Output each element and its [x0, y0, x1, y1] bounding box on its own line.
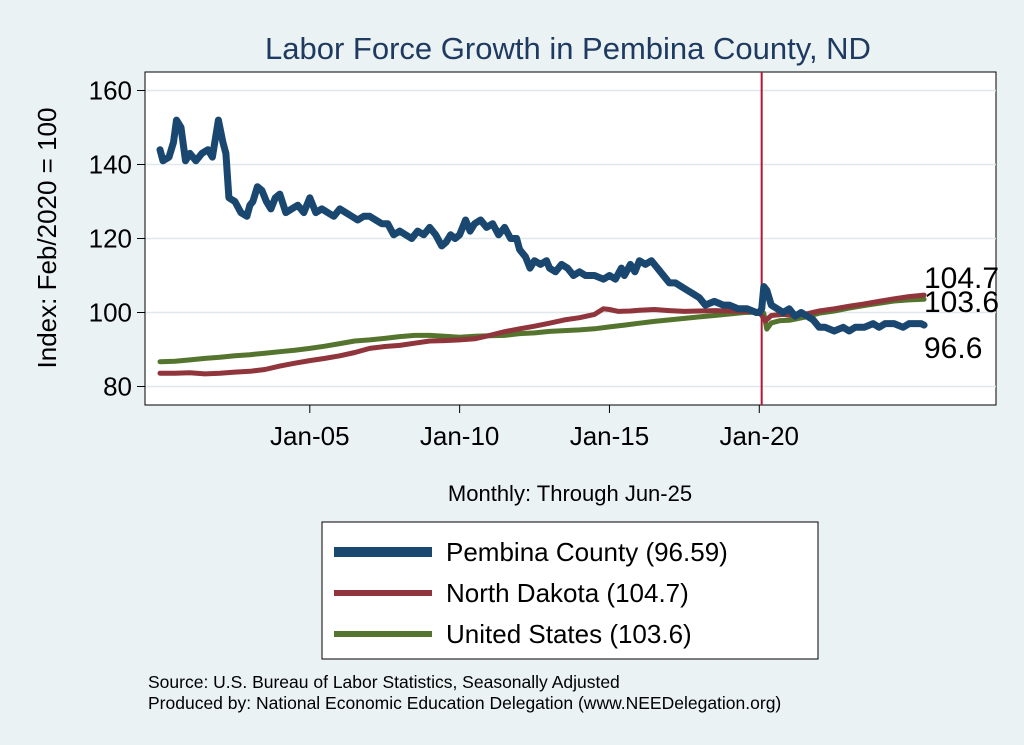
- x-tick-label-Jan-20: Jan-20: [720, 421, 800, 451]
- legend-label-united-states: United States (103.6): [446, 619, 692, 649]
- y-tick-label-120: 120: [89, 224, 132, 254]
- x-tick-label-Jan-10: Jan-10: [420, 421, 500, 451]
- y-tick-label-80: 80: [103, 372, 132, 402]
- series-line-pembina-county: [156, 116, 928, 335]
- chart-title: Labor Force Growth in Pembina County, ND: [265, 31, 871, 66]
- end-label-united-states: 103.6: [924, 286, 999, 319]
- series-line-north-dakota: [157, 292, 927, 377]
- produced-by-line: Produced by: National Economic Education…: [148, 693, 781, 713]
- series-line-united-states: [157, 296, 927, 365]
- series-lines: [156, 116, 928, 377]
- legend-label-pembina-county: Pembina County (96.59): [446, 537, 728, 567]
- x-tick-label-Jan-15: Jan-15: [570, 421, 650, 451]
- y-tick-label-100: 100: [89, 298, 132, 328]
- legend-label-north-dakota: North Dakota (104.7): [446, 578, 689, 608]
- source-line: Source: U.S. Bureau of Labor Statistics,…: [148, 672, 620, 692]
- x-axis-label: Monthly: Through Jun-25: [448, 481, 692, 506]
- x-tick-label-Jan-05: Jan-05: [270, 421, 350, 451]
- y-axis: 80 100 120 140 160: [89, 72, 146, 405]
- y-tick-label-160: 160: [89, 76, 132, 106]
- y-axis-label: Index: Feb/2020 = 100: [32, 108, 62, 369]
- end-label-north-dakota: 104.7: [924, 262, 999, 295]
- legend: Pembina County (96.59) North Dakota (104.…: [321, 521, 819, 660]
- y-tick-label-140: 140: [89, 150, 132, 180]
- gridlines: [145, 89, 996, 388]
- x-axis: Jan-05 Jan-10 Jan-15 Jan-20: [270, 405, 799, 451]
- end-label-pembina-county: 96.6: [924, 332, 982, 365]
